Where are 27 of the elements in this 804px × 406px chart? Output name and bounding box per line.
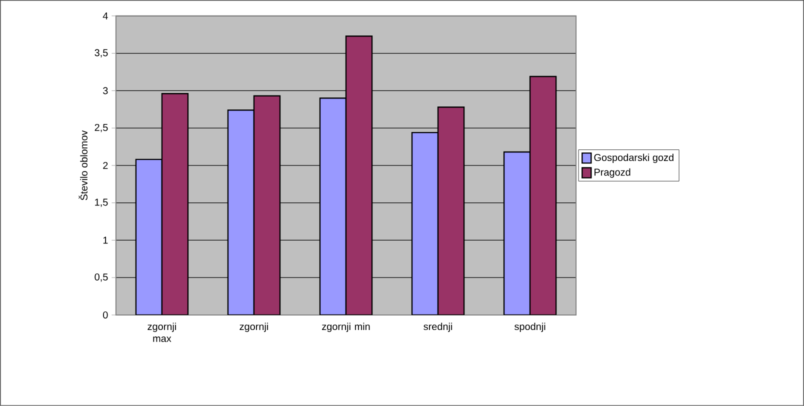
y-tick-label: 4 [102,12,108,20]
y-tick-label: 3 [103,87,108,94]
y-axis-title: Število oblomov [78,130,88,200]
y-tick-label: 2,5 [94,124,108,132]
legend-label: Gospodarski gozd [594,154,674,164]
y-tick-label: 0,5 [94,274,108,282]
bar [437,106,465,316]
y-tick-label: 1,5 [95,198,108,207]
bar [345,36,373,316]
bar [227,110,255,316]
x-tick-label: zgornji min [322,322,370,332]
y-tick-label: 3,5 [94,49,108,58]
bar [319,98,347,316]
x-tick-label: spodnji [514,322,546,332]
y-tick-label: 2 [103,162,108,169]
bar [529,76,557,316]
y-tick-label: 0 [103,311,108,319]
bar [253,95,281,316]
bar [135,158,163,316]
x-tick-label: zgornji [240,322,268,332]
bar [503,151,531,316]
y-tick-label: 1 [103,236,108,244]
x-tick-label: srednji [424,322,452,332]
x-tick-label: zgornji max [148,322,176,342]
legend-label: Pragozd [594,168,630,178]
bar [411,132,439,316]
bar [161,93,189,316]
